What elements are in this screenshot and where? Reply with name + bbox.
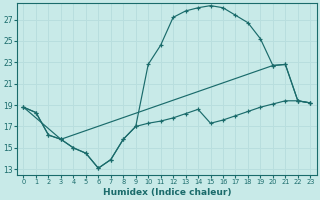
X-axis label: Humidex (Indice chaleur): Humidex (Indice chaleur)	[103, 188, 231, 197]
